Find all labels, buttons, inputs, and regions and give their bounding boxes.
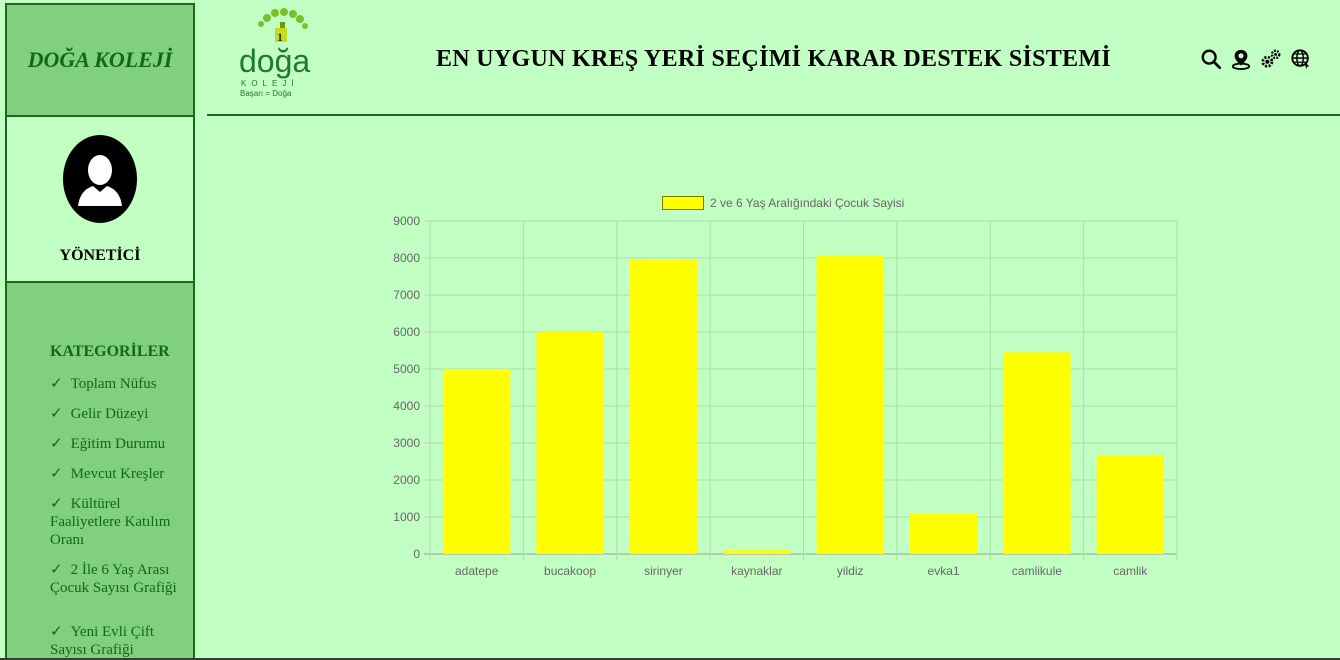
school-logo[interactable]: 1 doğa KOLEJİ Başarı = Doğa [237,6,327,98]
chart-bar[interactable] [629,259,698,554]
sidebar: DOĞA KOLEJİ YÖNETİCİ KATEGORİLER ✓ Toplam… [5,3,195,660]
chart-bar[interactable] [1096,454,1164,554]
user-panel: YÖNETİCİ [7,117,193,283]
chart-bar[interactable] [909,514,978,554]
chart-bar[interactable] [723,550,791,554]
chart-bar[interactable] [1003,352,1071,554]
header-toolbar [1200,48,1312,70]
x-tick-label: evka1 [928,564,960,578]
categories-title: KATEGORİLER [50,343,170,360]
y-tick-label: 6000 [393,325,420,339]
legend-swatch [662,196,704,210]
check-icon: ✓ [50,436,63,452]
category-list: ✓ Toplam Nüfus ✓ Gelir Düzeyi ✓ Eğitim Duru… [50,375,185,658]
category-label: Kültürel Faaliyetlere Katılım Oranı [50,496,171,548]
logo-slogan: Başarı = Doğa [240,89,292,98]
x-tick-label: sirinyer [644,564,683,578]
user-avatar-icon[interactable] [62,134,138,224]
chart-bar[interactable] [443,369,511,554]
check-icon: ✓ [50,466,63,482]
x-tick-label: camlikule [1012,564,1062,578]
map-pin-icon[interactable] [1230,48,1252,70]
check-icon: ✓ [50,406,63,422]
y-tick-label: 3000 [393,436,420,450]
check-icon: ✓ [50,376,63,392]
x-tick-label: yildiz [837,564,864,578]
logo-subtext: KOLEJİ [241,79,299,88]
category-label: 2 İle 6 Yaş Arası Çocuk Sayısı Grafiği [50,562,177,596]
brand-title[interactable]: DOĞA KOLEJİ [7,5,193,117]
category-item-mevcut-kresler[interactable]: ✓ Mevcut Kreşler [50,465,185,483]
globe-icon[interactable] [1290,48,1312,70]
header: 1 doğa KOLEJİ Başarı = Doğa EN UYGUN KRE… [207,0,1340,116]
y-tick-label: 2000 [393,473,420,487]
chart-legend[interactable]: 2 ve 6 Yaş Aralığındaki Çocuk Sayisi [662,196,904,210]
gears-icon[interactable] [1260,48,1282,70]
bar-chart: 0 1000 2000 3000 4000 5000 6000 7000 8000 9000 ada… [393,214,1178,578]
x-tick-label: bucakoop [544,564,596,578]
category-label: Toplam Nüfus [70,376,157,392]
y-tick-label: 8000 [393,251,420,265]
category-label: Yeni Evli Çift Sayısı Grafiği [50,624,155,658]
page-title: EN UYGUN KREŞ YERİ SEÇİMİ KARAR DESTEK S… [435,46,1112,72]
search-icon[interactable] [1200,48,1222,70]
y-tick-label: 1000 [393,510,420,524]
category-item-cocuk-sayisi-grafigi[interactable]: ✓ 2 İle 6 Yaş Arası Çocuk Sayısı Grafiği [50,561,185,597]
category-label: Mevcut Kreşler [70,466,165,482]
category-item-gelir-duzeyi[interactable]: ✓ Gelir Düzeyi [50,405,185,423]
logo-word: doğa [239,43,310,79]
category-label: Eğitim Durumu [70,436,166,452]
category-item-kulturel-faaliyetler[interactable]: ✓ Kültürel Faaliyetlere Katılım Oranı [50,495,185,549]
category-item-yeni-evli-cift-grafigi[interactable]: ✓ Yeni Evli Çift Sayısı Grafiği [50,623,185,658]
chart-bar[interactable] [536,332,604,554]
x-tick-label: kaynaklar [731,564,782,578]
check-icon: ✓ [50,496,63,512]
y-tick-label: 7000 [393,288,420,302]
category-item-egitim-durumu[interactable]: ✓ Eğitim Durumu [50,435,185,453]
x-tick-label: adatepe [455,564,499,578]
y-tick-label: 4000 [393,399,420,413]
y-tick-label: 0 [413,547,420,561]
categories-menu: KATEGORİLER ✓ Toplam Nüfus ✓ Gelir Düzeyi … [7,283,193,658]
user-role: YÖNETİCİ [59,247,141,264]
check-icon: ✓ [50,624,63,640]
x-tick-label: camlik [1113,564,1148,578]
y-tick-label: 9000 [393,214,420,228]
bottom-border [0,658,1340,660]
chart-bar[interactable] [816,256,884,554]
legend-label: 2 ve 6 Yaş Aralığındaki Çocuk Sayisi [710,196,905,210]
check-icon: ✓ [50,562,63,578]
chart-panel: 2 ve 6 Yaş Aralığındaki Çocuk Sayisi 0 10… [207,118,1340,660]
category-label: Gelir Düzeyi [70,406,149,422]
logo-one: 1 [277,30,283,44]
category-item-toplam-nufus[interactable]: ✓ Toplam Nüfus [50,375,185,393]
y-tick-label: 5000 [393,362,420,376]
